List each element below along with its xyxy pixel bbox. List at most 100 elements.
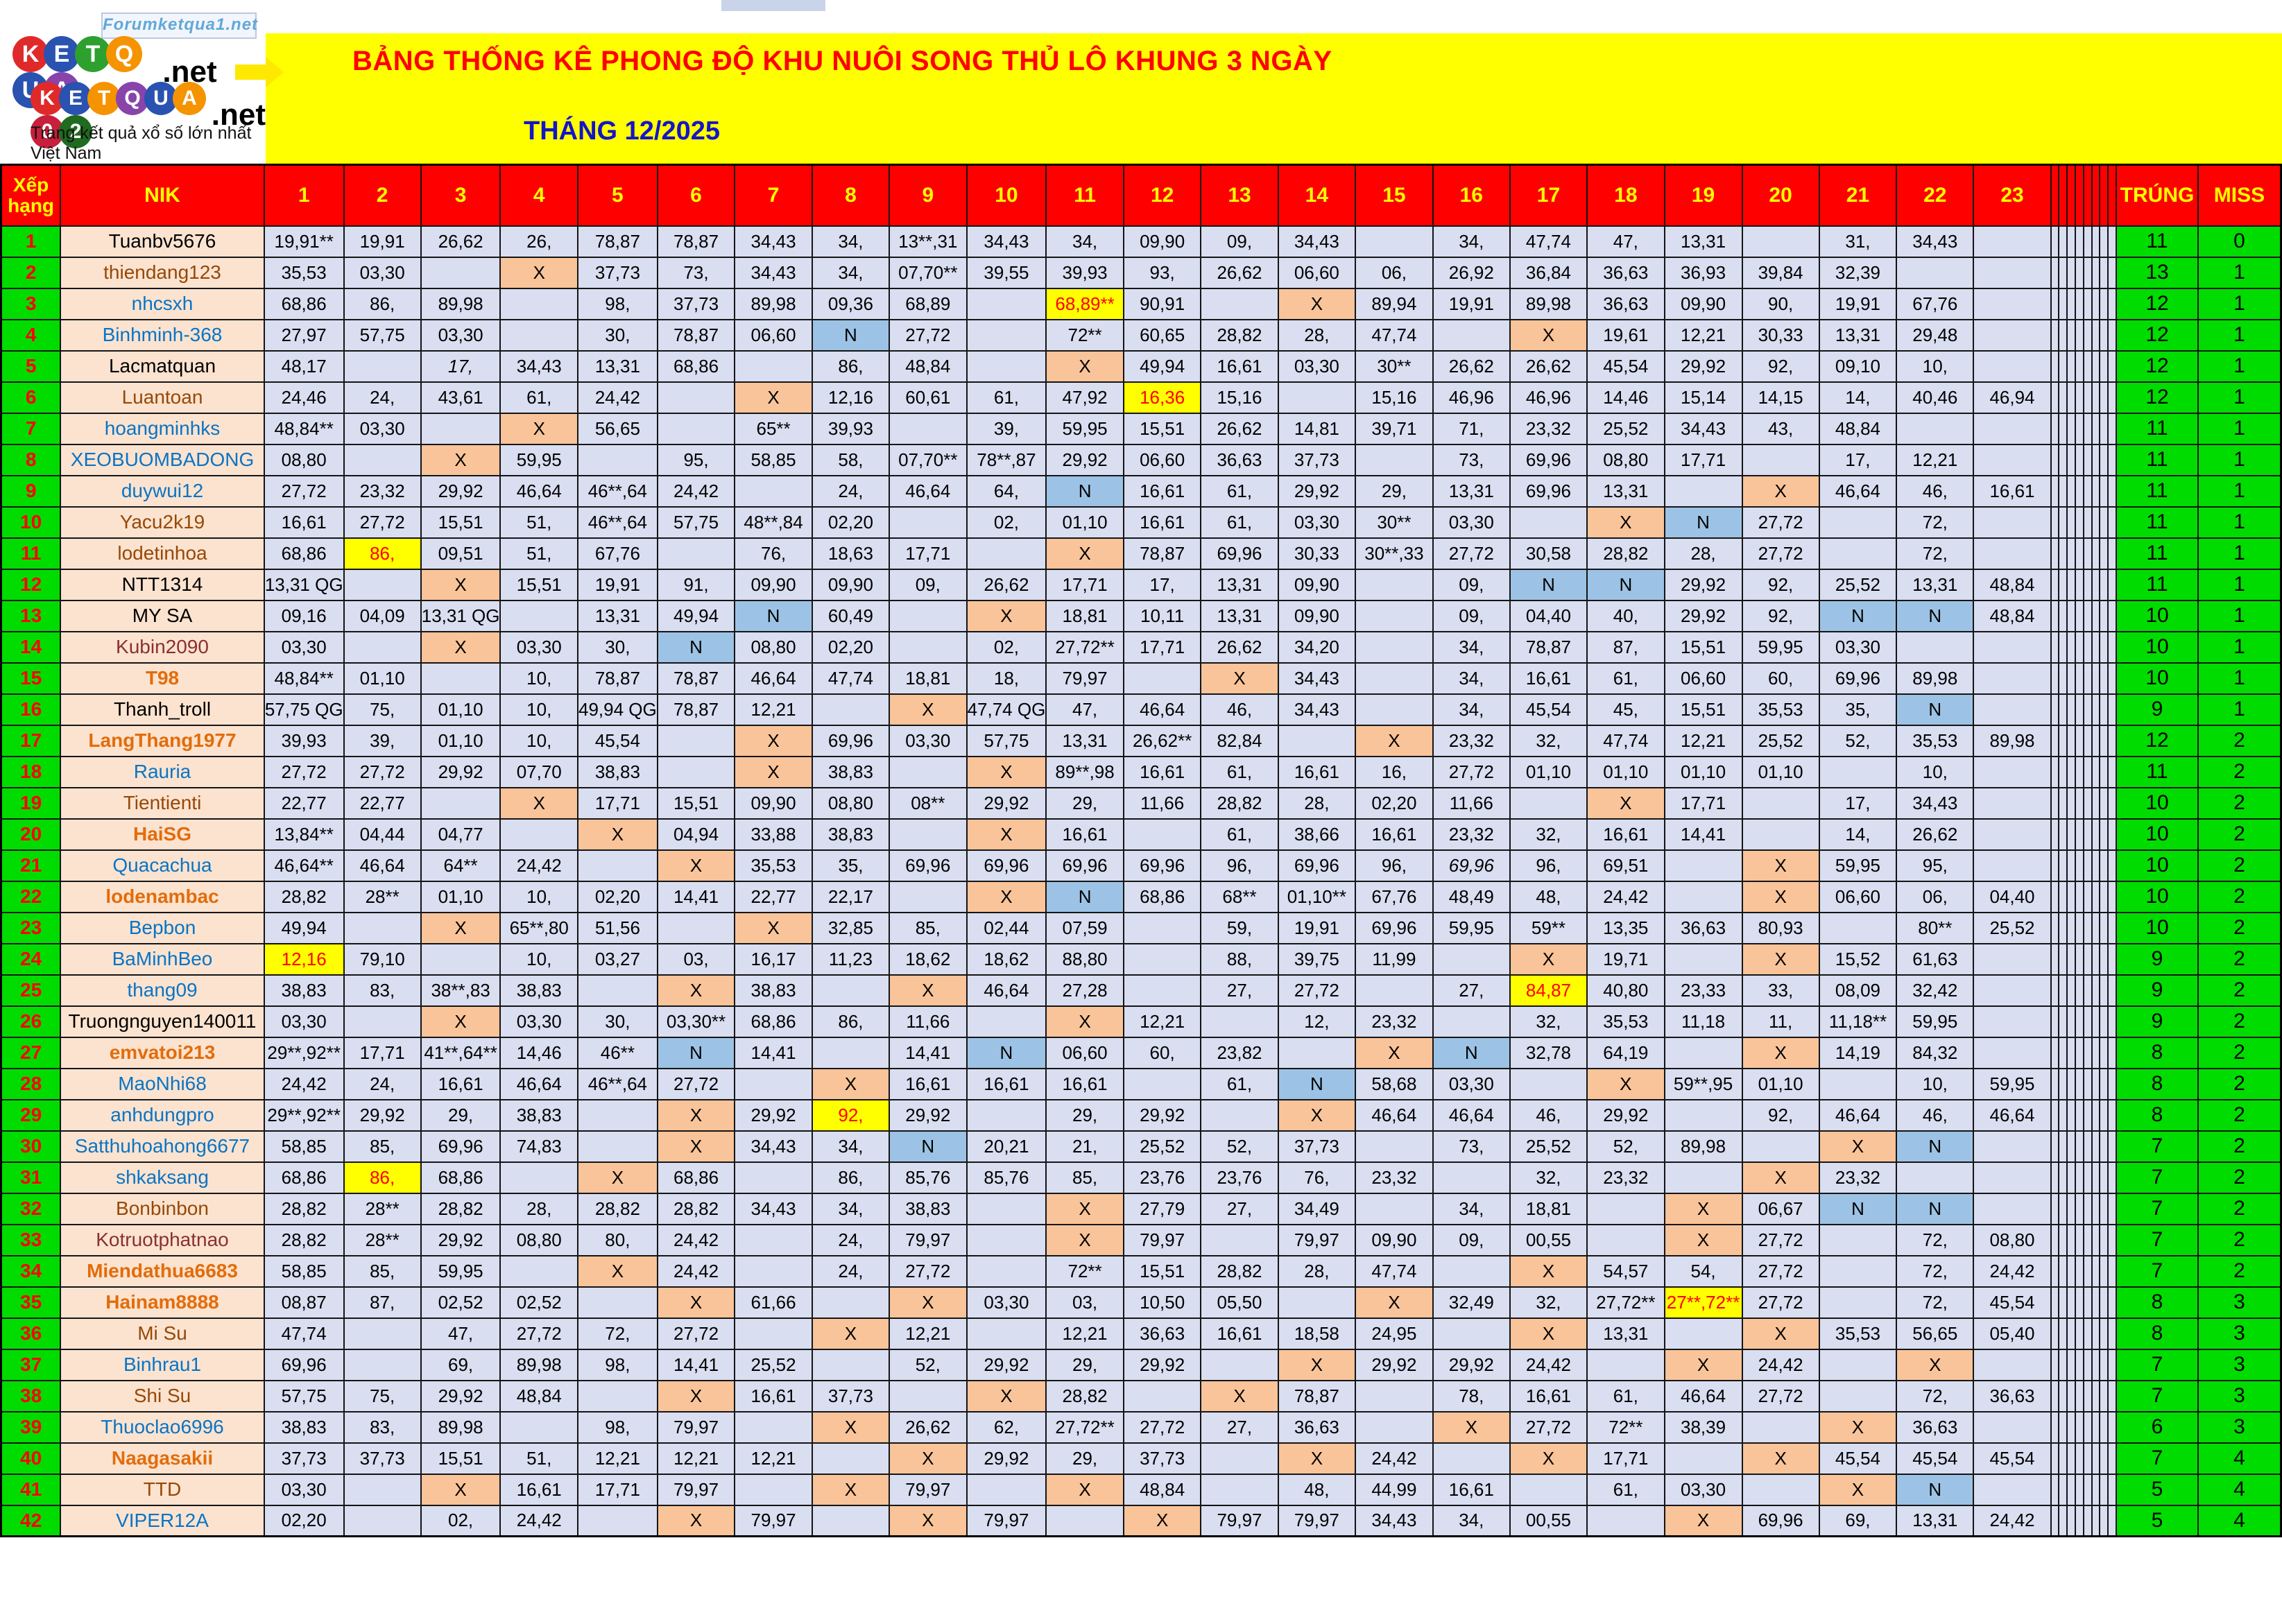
grid-cell[interactable]: 86, <box>343 1161 422 1194</box>
grid-cell[interactable]: 04,94 <box>656 818 736 851</box>
grid-cell[interactable] <box>734 1223 813 1256</box>
grid-cell[interactable] <box>1355 599 1434 632</box>
grid-cell[interactable]: 52, <box>1586 1130 1665 1163</box>
grid-cell[interactable] <box>1973 974 2052 1007</box>
grid-cell[interactable]: X <box>889 693 968 726</box>
grid-cell[interactable]: 60, <box>1122 1036 1202 1069</box>
miss-cell[interactable]: 2 <box>2197 818 2282 851</box>
grid-cell[interactable]: 16,61 <box>1277 755 1357 788</box>
grid-cell[interactable]: 02,20 <box>1355 786 1434 820</box>
grid-cell[interactable]: 34, <box>1045 225 1124 258</box>
trung-cell[interactable]: 11 <box>2116 443 2199 476</box>
grid-cell[interactable]: 24,95 <box>1355 1317 1434 1350</box>
grid-cell[interactable]: 35,53 <box>1586 1005 1665 1038</box>
grid-cell[interactable] <box>1355 974 1434 1007</box>
grid-cell[interactable]: 13,31 <box>1200 599 1279 632</box>
miss-cell[interactable]: 2 <box>2197 880 2282 913</box>
miss-cell[interactable]: 3 <box>2197 1317 2282 1350</box>
grid-cell[interactable] <box>1663 942 1743 976</box>
grid-cell[interactable]: 68,89 <box>889 287 968 320</box>
grid-cell[interactable] <box>656 724 736 757</box>
forum-badge-link[interactable]: Forumketqua1.net <box>101 12 257 39</box>
grid-cell[interactable]: 11,18 <box>1663 1005 1743 1038</box>
grid-cell[interactable] <box>811 1036 891 1069</box>
grid-cell[interactable] <box>889 630 968 664</box>
grid-cell[interactable]: 29,92 <box>420 1379 501 1413</box>
grid-cell[interactable]: 09, <box>1200 225 1279 258</box>
miss-cell[interactable]: 1 <box>2197 381 2282 414</box>
grid-cell[interactable]: N <box>1896 1130 1975 1163</box>
grid-cell[interactable]: 29, <box>1045 786 1124 820</box>
rank-cell[interactable]: 42 <box>0 1504 62 1537</box>
rank-cell[interactable]: 30 <box>0 1130 62 1163</box>
grid-cell[interactable]: 30**,33 <box>1355 537 1434 570</box>
grid-cell[interactable] <box>734 1410 813 1444</box>
grid-cell[interactable]: 24,42 <box>1586 880 1665 913</box>
miss-cell[interactable]: 1 <box>2197 443 2282 476</box>
grid-cell[interactable] <box>577 1504 658 1537</box>
grid-cell[interactable]: 34,43 <box>734 256 813 289</box>
grid-cell[interactable] <box>1432 1005 1511 1038</box>
grid-cell[interactable]: 03,30** <box>656 1005 736 1038</box>
grid-cell[interactable]: 93, <box>1122 256 1202 289</box>
rank-cell[interactable]: 27 <box>0 1036 62 1069</box>
grid-cell[interactable] <box>1741 1130 1820 1163</box>
grid-cell[interactable] <box>1973 1192 2052 1225</box>
grid-cell[interactable]: 22,77 <box>343 786 422 820</box>
grid-cell[interactable]: 03,27 <box>577 942 658 976</box>
grid-cell[interactable]: 96, <box>1509 849 1588 882</box>
grid-cell[interactable]: 03,30 <box>499 630 579 664</box>
grid-cell[interactable]: 04,77 <box>420 818 501 851</box>
grid-cell[interactable]: X <box>1818 1130 1898 1163</box>
grid-cell[interactable]: 67,76 <box>1896 287 1975 320</box>
grid-cell[interactable]: 09,36 <box>811 287 891 320</box>
rank-cell[interactable]: 6 <box>0 381 62 414</box>
grid-cell[interactable]: 13,31 QG <box>263 568 345 601</box>
grid-cell[interactable]: 09,51 <box>420 537 501 570</box>
grid-cell[interactable]: X <box>1741 880 1820 913</box>
ketqua02-net-logo[interactable]: K E T Q U A0 2 .net <box>31 82 266 148</box>
grid-cell[interactable]: 34,43 <box>734 225 813 258</box>
grid-cell[interactable]: 89,98 <box>420 287 501 320</box>
grid-cell[interactable]: 12,21 <box>577 1442 658 1475</box>
grid-cell[interactable]: 16,17 <box>734 942 813 976</box>
grid-cell[interactable]: 32,78 <box>1509 1036 1588 1069</box>
trung-cell[interactable]: 8 <box>2116 1036 2199 1069</box>
grid-cell[interactable]: 69,96 <box>1045 849 1124 882</box>
grid-cell[interactable]: N <box>1509 568 1588 601</box>
grid-cell[interactable]: 10, <box>499 662 579 695</box>
grid-cell[interactable]: 28, <box>499 1192 579 1225</box>
grid-cell[interactable]: 45,54 <box>1896 1442 1975 1475</box>
grid-cell[interactable]: 48,49 <box>1432 880 1511 913</box>
grid-cell[interactable]: 02,20 <box>263 1504 345 1537</box>
grid-cell[interactable]: 87, <box>1586 630 1665 664</box>
grid-cell[interactable]: 85, <box>1045 1161 1124 1194</box>
nik-cell[interactable]: thiendang123 <box>60 256 265 289</box>
grid-cell[interactable] <box>734 1161 813 1194</box>
grid-cell[interactable] <box>1432 1161 1511 1194</box>
grid-cell[interactable]: 29, <box>1045 1348 1124 1381</box>
grid-cell[interactable]: 34,20 <box>1277 630 1357 664</box>
nik-cell[interactable]: TTD <box>60 1473 265 1506</box>
grid-cell[interactable]: X <box>734 724 813 757</box>
grid-cell[interactable]: 98, <box>577 287 658 320</box>
trung-cell[interactable]: 7 <box>2116 1442 2199 1475</box>
miss-cell[interactable]: 1 <box>2197 537 2282 570</box>
grid-cell[interactable]: 17,71 <box>343 1036 422 1069</box>
grid-cell[interactable] <box>1973 412 2052 445</box>
grid-cell[interactable]: 35,53 <box>1741 693 1820 726</box>
rank-cell[interactable]: 35 <box>0 1286 62 1319</box>
grid-cell[interactable]: 45,54 <box>1818 1442 1898 1475</box>
day-column-header[interactable]: 23 <box>1973 164 2052 227</box>
grid-cell[interactable]: 68,86 <box>1122 880 1202 913</box>
grid-cell[interactable]: 13,31 <box>1896 568 1975 601</box>
grid-cell[interactable]: 13,31 <box>1663 225 1743 258</box>
grid-cell[interactable]: 36,84 <box>1509 256 1588 289</box>
grid-cell[interactable]: 48,84** <box>263 662 345 695</box>
miss-cell[interactable]: 2 <box>2197 1130 2282 1163</box>
grid-cell[interactable]: 10, <box>499 693 579 726</box>
grid-cell[interactable]: X <box>1586 786 1665 820</box>
grid-cell[interactable]: N <box>1896 1192 1975 1225</box>
grid-cell[interactable]: 36,63 <box>1586 256 1665 289</box>
grid-cell[interactable]: 28,82 <box>263 880 345 913</box>
